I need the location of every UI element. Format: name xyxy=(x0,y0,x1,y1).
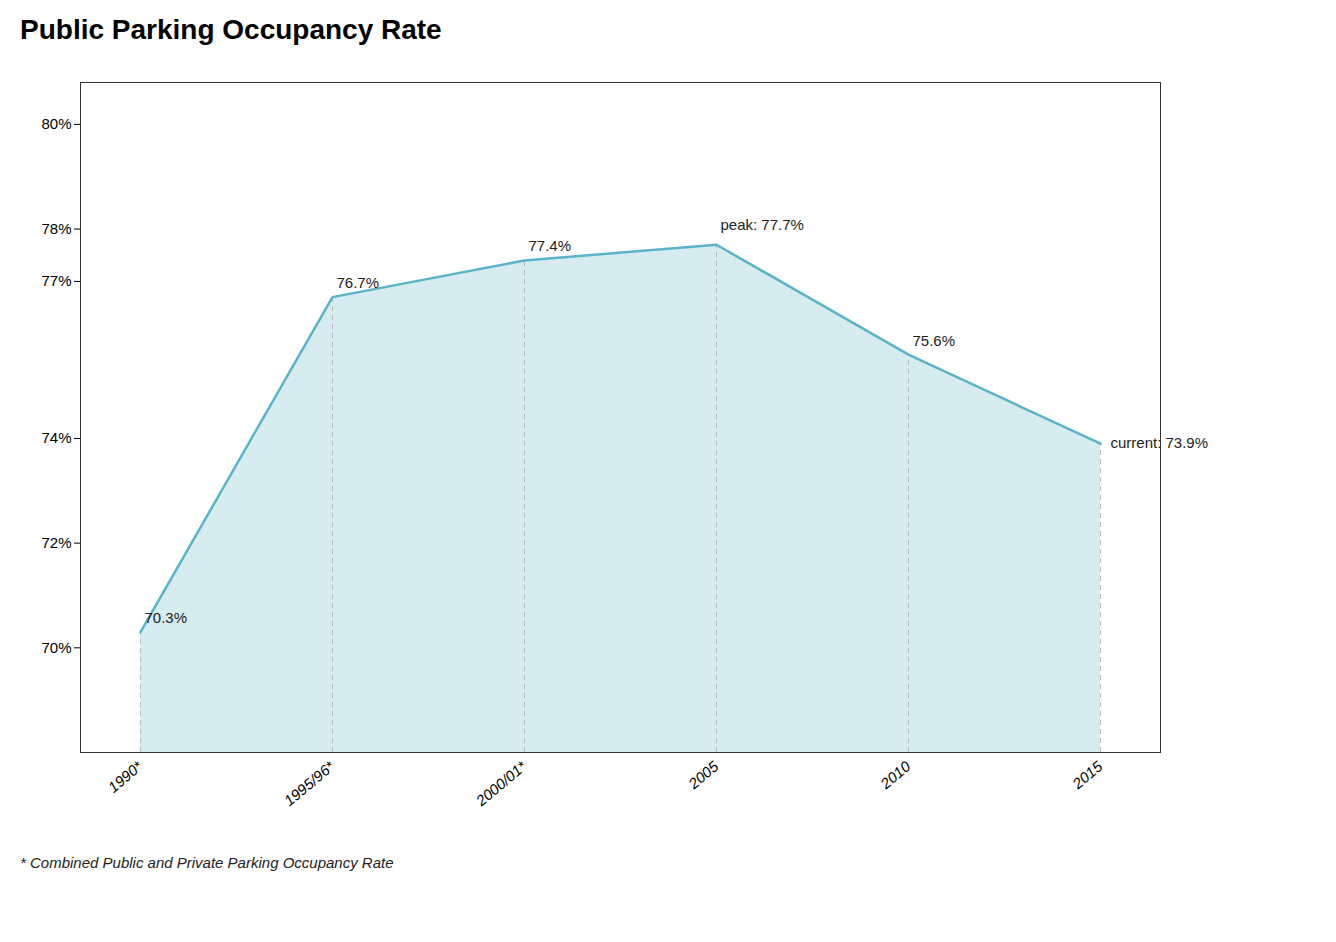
svg-text:80%: 80% xyxy=(41,115,71,132)
html-text:Public Parking Occupancy Rate: Public Parking Occupancy Rate xyxy=(20,14,442,45)
svg-text:2010: 2010 xyxy=(876,757,914,793)
svg-text:77%: 77% xyxy=(41,272,71,289)
svg-text:70%: 70% xyxy=(41,639,71,656)
svg-text:2005: 2005 xyxy=(684,757,722,793)
svg-text:2015: 2015 xyxy=(1068,757,1106,793)
svg-text:peak: 77.7%: peak: 77.7% xyxy=(721,216,804,233)
svg-text:1990*: 1990* xyxy=(105,757,147,796)
svg-text:2000/01*: 2000/01* xyxy=(472,757,531,810)
svg-text:77.4%: 77.4% xyxy=(529,237,572,254)
svg-text:1995/96*: 1995/96* xyxy=(281,757,339,809)
svg-text:74%: 74% xyxy=(41,429,71,446)
svg-text:current: 73.9%: current: 73.9% xyxy=(1111,434,1209,451)
svg-text:76.7%: 76.7% xyxy=(337,274,380,291)
svg-text:75.6%: 75.6% xyxy=(913,331,956,348)
svg-text:78%: 78% xyxy=(41,220,71,237)
svg-text:70.3%: 70.3% xyxy=(145,609,188,626)
html-text:* Combined Public and Private: * Combined Public and Private Parking Oc… xyxy=(20,854,394,871)
svg-text:72%: 72% xyxy=(41,534,71,551)
